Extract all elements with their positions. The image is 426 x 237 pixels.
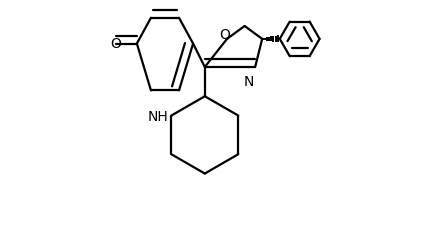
Text: NH: NH: [147, 110, 168, 124]
Text: O: O: [110, 36, 121, 50]
Text: N: N: [244, 75, 254, 89]
Text: O: O: [219, 28, 230, 42]
